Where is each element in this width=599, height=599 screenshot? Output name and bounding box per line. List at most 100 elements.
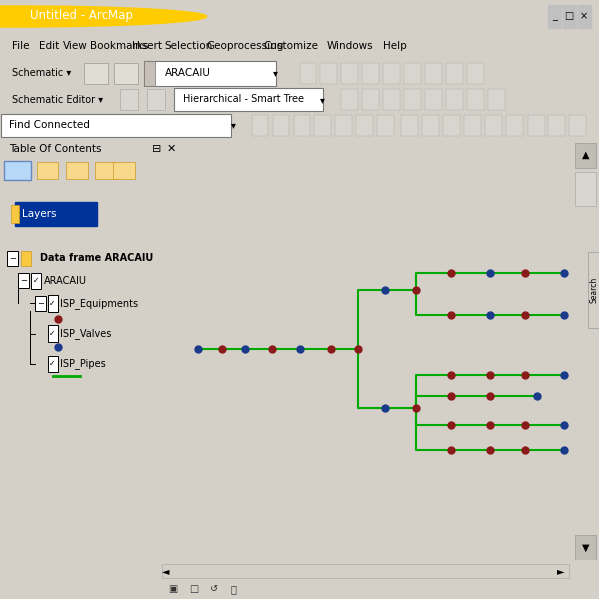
Text: ✓: ✓ xyxy=(33,276,39,285)
Text: ✓: ✓ xyxy=(49,329,56,338)
Bar xyxy=(383,89,400,110)
Bar xyxy=(37,162,59,179)
Bar xyxy=(144,61,276,86)
Bar xyxy=(11,205,19,223)
Text: Insert: Insert xyxy=(132,41,162,52)
Text: ▣: ▣ xyxy=(168,584,177,594)
Bar xyxy=(120,89,138,110)
Text: Selection: Selection xyxy=(165,41,213,52)
Bar xyxy=(575,143,597,168)
Bar xyxy=(114,62,138,84)
Text: Bookmarks: Bookmarks xyxy=(90,41,149,52)
Bar xyxy=(404,62,421,84)
Text: ✓: ✓ xyxy=(49,359,56,368)
Text: ►: ► xyxy=(557,566,565,576)
Text: ▾: ▾ xyxy=(273,68,277,78)
Bar xyxy=(548,115,565,136)
Text: ▲: ▲ xyxy=(582,150,589,161)
Bar xyxy=(335,115,352,136)
Bar xyxy=(294,115,310,136)
Text: Windows: Windows xyxy=(326,41,373,52)
Text: ▾: ▾ xyxy=(320,95,325,105)
Bar xyxy=(84,62,108,84)
Text: Schematic ▾: Schematic ▾ xyxy=(12,68,71,78)
Bar xyxy=(35,296,46,311)
Bar xyxy=(575,172,597,206)
Bar xyxy=(563,5,576,28)
Text: File: File xyxy=(12,41,29,52)
Bar xyxy=(341,89,358,110)
Text: ⊟: ⊟ xyxy=(152,144,161,153)
Text: ▼: ▼ xyxy=(582,543,589,552)
Bar xyxy=(356,115,373,136)
Bar xyxy=(162,564,569,577)
Bar xyxy=(95,162,117,179)
Text: Edit: Edit xyxy=(39,41,59,52)
Text: Geoprocessing: Geoprocessing xyxy=(207,41,284,52)
Text: −: − xyxy=(10,253,16,263)
Text: _: _ xyxy=(552,11,556,22)
Text: −: − xyxy=(20,276,27,285)
Bar xyxy=(341,62,358,84)
Text: Untitled - ArcMap: Untitled - ArcMap xyxy=(30,10,133,22)
Text: ⏸: ⏸ xyxy=(231,584,237,594)
Bar xyxy=(446,62,463,84)
Text: ▾: ▾ xyxy=(231,120,235,131)
Bar xyxy=(425,89,442,110)
Bar xyxy=(66,162,87,179)
Bar xyxy=(383,62,400,84)
Bar xyxy=(7,250,19,266)
Text: ISP_Equipments: ISP_Equipments xyxy=(60,298,138,309)
Text: Help: Help xyxy=(383,41,407,52)
Bar xyxy=(14,201,97,226)
Bar xyxy=(4,161,31,180)
Text: ARACAIU: ARACAIU xyxy=(44,276,87,286)
Bar xyxy=(147,89,165,110)
Text: Layers: Layers xyxy=(22,210,56,219)
Text: ✓: ✓ xyxy=(49,299,56,308)
Bar xyxy=(464,115,481,136)
Text: ISP_Valves: ISP_Valves xyxy=(60,328,111,339)
Text: Find Connected: Find Connected xyxy=(9,120,90,130)
Text: Customize: Customize xyxy=(264,41,319,52)
Text: ×: × xyxy=(580,11,588,22)
Bar xyxy=(362,89,379,110)
Bar xyxy=(1,114,231,137)
Bar xyxy=(377,115,394,136)
Bar xyxy=(252,115,268,136)
Bar xyxy=(528,115,545,136)
Bar xyxy=(401,115,418,136)
Bar xyxy=(569,115,586,136)
Text: ARACAIU: ARACAIU xyxy=(165,68,211,78)
Bar xyxy=(488,89,505,110)
Bar xyxy=(300,62,316,84)
Text: Hierarchical - Smart Tree: Hierarchical - Smart Tree xyxy=(183,94,304,104)
Text: Table Of Contents: Table Of Contents xyxy=(9,144,102,153)
Bar xyxy=(506,115,523,136)
Bar xyxy=(174,88,323,111)
Bar xyxy=(425,62,442,84)
Text: ISP_Pipes: ISP_Pipes xyxy=(60,358,106,370)
Bar xyxy=(314,115,331,136)
Text: ◄: ◄ xyxy=(162,566,170,576)
Circle shape xyxy=(0,6,207,27)
Bar xyxy=(446,89,463,110)
Bar xyxy=(31,273,41,289)
Bar xyxy=(467,62,484,84)
Bar xyxy=(467,89,484,110)
Bar xyxy=(575,535,597,560)
Bar xyxy=(362,62,379,84)
Bar xyxy=(320,62,337,84)
Text: ✕: ✕ xyxy=(167,144,176,153)
Text: −: − xyxy=(37,299,44,308)
Bar xyxy=(21,250,31,266)
Text: □: □ xyxy=(189,584,198,594)
Text: ↺: ↺ xyxy=(210,584,218,594)
Bar xyxy=(443,115,460,136)
Text: □: □ xyxy=(564,11,574,22)
Text: View: View xyxy=(63,41,87,52)
Bar xyxy=(578,5,591,28)
Bar xyxy=(273,115,289,136)
Bar xyxy=(47,325,58,342)
Bar xyxy=(47,295,58,311)
